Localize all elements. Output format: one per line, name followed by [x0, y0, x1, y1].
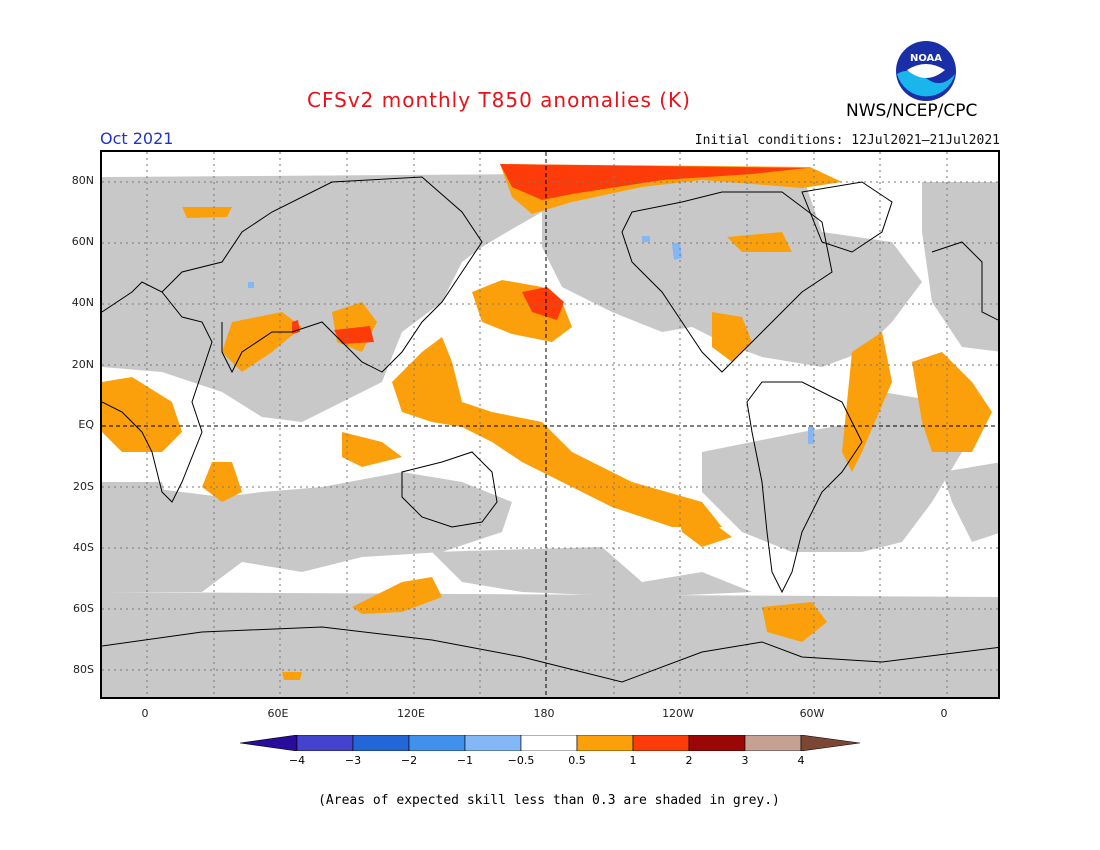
colorbar-segment	[520, 735, 578, 751]
lat-label: 80S	[73, 663, 94, 676]
colorbar-segment	[632, 735, 690, 751]
colorbar-label: 4	[797, 754, 805, 767]
warm-region	[727, 232, 792, 252]
colorbar-segment	[576, 735, 634, 751]
warm-region	[202, 462, 242, 502]
warm-region	[712, 312, 752, 362]
lon-label: 120E	[397, 707, 425, 720]
lon-label: 180	[533, 707, 555, 720]
lat-label: 20N	[71, 358, 94, 371]
colorbar-segment	[744, 735, 802, 751]
noaa-logo-icon: NOAA	[896, 41, 956, 101]
grey-region	[942, 462, 998, 542]
cool-region	[642, 236, 650, 242]
graticule	[102, 152, 998, 697]
colorbar-segment	[352, 735, 410, 751]
initial-conditions: Initial conditions: 12Jul2021–21Jul2021	[694, 133, 1000, 148]
strong-warm-regions	[292, 164, 807, 344]
colorbar-label: −3	[344, 754, 362, 767]
warm-region	[352, 577, 442, 614]
warm-region	[102, 377, 182, 452]
warm-region	[677, 512, 732, 547]
warm-region	[912, 352, 992, 452]
coast-eurasia	[161, 176, 483, 374]
colorbar-cap-left	[240, 735, 298, 751]
warm-region	[842, 332, 892, 472]
warm-anomaly-regions	[102, 164, 992, 680]
grey-region	[102, 174, 542, 422]
warm-region	[342, 432, 402, 467]
warm-region	[182, 207, 232, 218]
reference-lines	[102, 152, 998, 697]
coast-north-america	[621, 191, 833, 373]
anomaly-map	[100, 150, 1000, 699]
grey-region	[102, 592, 998, 697]
cool-region	[808, 427, 814, 444]
colorbar-segment	[688, 735, 746, 751]
colorbar-label: −0.5	[507, 754, 535, 767]
strong-warm-region	[500, 164, 807, 200]
warm-region	[222, 312, 302, 372]
colorbar-label: 2	[685, 754, 693, 767]
lat-label: 40S	[73, 541, 94, 554]
lat-label: EQ	[78, 418, 94, 431]
colorbar	[240, 735, 860, 751]
colorbar-segment	[464, 735, 522, 751]
coast-south-america	[746, 381, 863, 594]
cool-region	[248, 282, 254, 288]
agency-label: NWS/NCEP/CPC	[846, 101, 978, 121]
colorbar-label: −2	[400, 754, 418, 767]
strong-warm-region	[522, 287, 564, 320]
lat-label: 20S	[73, 480, 94, 493]
grey-region	[102, 482, 172, 532]
strong-warm-region	[334, 326, 374, 344]
lon-label: 60E	[267, 707, 289, 720]
colorbar-label: 3	[741, 754, 749, 767]
warm-region	[282, 672, 302, 680]
lon-label: 0	[141, 707, 149, 720]
forecast-month: Oct 2021	[100, 129, 174, 148]
colorbar-label: −4	[288, 754, 306, 767]
colorbar-cap-right	[800, 735, 860, 751]
coast-greenland	[801, 181, 893, 253]
lat-label: 60S	[73, 602, 94, 615]
logo-text: NOAA	[910, 53, 942, 64]
coastlines	[102, 176, 998, 683]
coast-africa-europe	[102, 281, 213, 503]
skill-note: (Areas of expected skill less than 0.3 a…	[318, 793, 780, 808]
coast-antarctica	[102, 626, 998, 683]
coast-australia	[401, 451, 498, 528]
grey-region	[702, 392, 962, 552]
colorbar-segment	[296, 735, 354, 751]
colorbar-label: 0.5	[568, 754, 586, 767]
colorbar-segment	[408, 735, 466, 751]
warm-region	[762, 602, 827, 642]
grey-region	[542, 174, 922, 367]
lat-label: 60N	[71, 235, 94, 248]
cool-anomaly-regions	[248, 236, 814, 444]
grey-region	[922, 182, 998, 352]
lon-label: 0	[940, 707, 948, 720]
chart-title: CFSv2 monthly T850 anomalies (K)	[307, 88, 691, 112]
lon-label: 60W	[799, 707, 825, 720]
colorbar-label: −1	[456, 754, 474, 767]
grey-region	[432, 547, 752, 597]
lon-label: 120W	[662, 707, 694, 720]
warm-region	[392, 337, 722, 527]
colorbar-label: 1	[629, 754, 637, 767]
map-svg	[102, 152, 998, 697]
grey-region	[102, 472, 512, 592]
lat-label: 40N	[71, 296, 94, 309]
lat-label: 80N	[71, 174, 94, 187]
coast-right-edge	[931, 241, 998, 321]
